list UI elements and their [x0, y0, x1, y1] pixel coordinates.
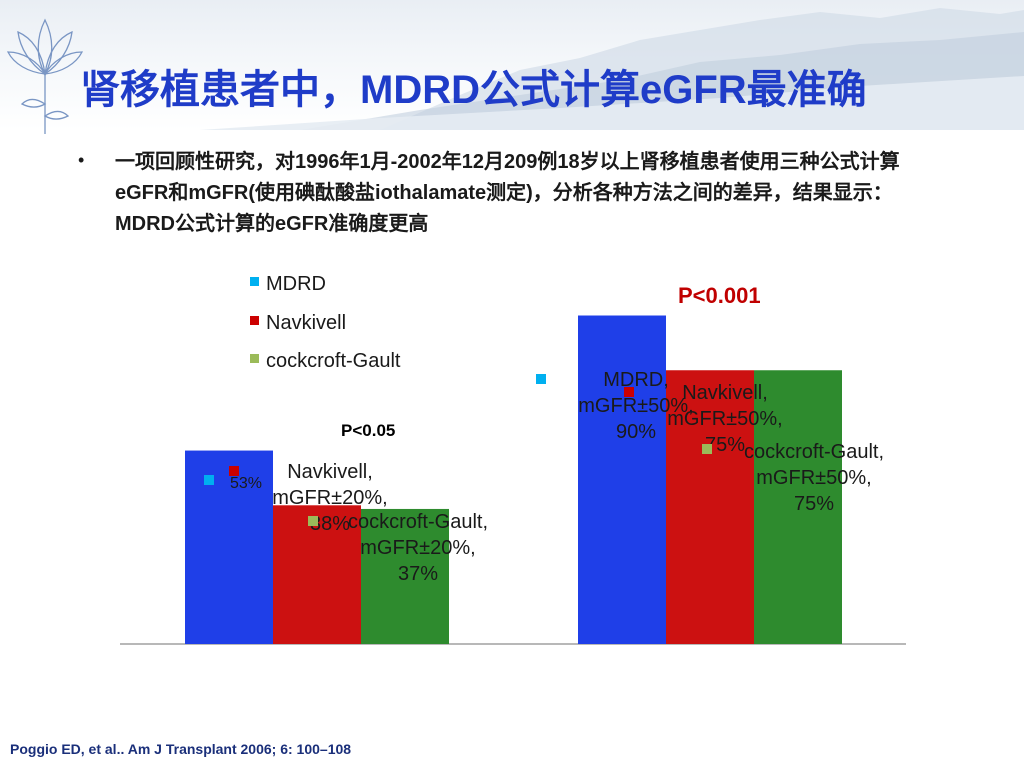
data-label-cockcroft-gault-group2-line1: cockcroft-Gault,	[744, 441, 884, 463]
data-label-cockcroft-gault-group2-line2: mGFR±50%,	[756, 467, 871, 489]
bar-cockcroft-gault-group1	[361, 508, 449, 644]
data-label-mdrd-group2-line2: mGFR±50%,	[578, 395, 693, 417]
data-label-navkivell-group2-line1: Navkivell,	[682, 382, 768, 404]
data-label-cockcroft-gault-group1-line3: 37%	[398, 563, 438, 585]
bullet-marker: •	[78, 150, 85, 170]
legend-label-cockcroft-gault: cockcroft-Gault	[266, 350, 401, 372]
lotus-logo-icon	[6, 18, 84, 134]
data-label-swatch-mdrd-group1	[204, 475, 214, 485]
data-label-mdrd-group2-line3: 90%	[616, 421, 656, 443]
legend-label-navkivell: Navkivell	[266, 312, 346, 334]
data-label-mdrd-group2-line1: MDRD,	[603, 369, 669, 391]
data-label-navkivell-group2-line2: mGFR±50%,	[667, 408, 782, 430]
bar-mdrd-group2	[578, 315, 666, 644]
slide-title: 肾移植患者中，MDRD公式计算eGFR最准确	[80, 68, 867, 112]
bullet-text: 一项回顾性研究，对1996年1月-2002年12月209例18岁以上肾移植患者使…	[115, 151, 900, 235]
data-label-cockcroft-gault-group2-line3: 75%	[794, 493, 834, 515]
data-label-swatch-cockcroft-gault-group1	[308, 516, 318, 526]
p-value-group2: P<0.001	[678, 283, 761, 308]
p-value-group1: P<0.05	[341, 421, 395, 440]
legend-swatch-navkivell	[250, 316, 259, 325]
data-label-cockcroft-gault-group1-line2: mGFR±20%,	[360, 537, 475, 559]
data-label-mdrd-group1-line1: 53%	[230, 475, 262, 492]
legend-swatch-mdrd	[250, 277, 259, 286]
data-label-swatch-navkivell-group2	[624, 387, 634, 397]
bar-navkivell-group1	[273, 505, 361, 644]
data-label-swatch-cockcroft-gault-group2	[702, 444, 712, 454]
data-label-swatch-mdrd-group2	[536, 374, 546, 384]
data-label-navkivell-group1-line3: 38%	[310, 513, 350, 535]
footnote-citation: Poggio ED, et al.. Am J Transplant 2006;…	[10, 741, 352, 757]
data-label-cockcroft-gault-group1-line1: cockcroft-Gault,	[348, 511, 488, 533]
bar-cockcroft-gault-group2	[754, 370, 842, 644]
bar-navkivell-group2	[666, 370, 754, 644]
legend-swatch-cockcroft-gault	[250, 354, 259, 363]
data-label-navkivell-group2-line3: 75%	[705, 434, 745, 456]
legend-label-mdrd: MDRD	[266, 273, 326, 295]
data-label-navkivell-group1-line2: mGFR±20%,	[272, 487, 387, 509]
bar-mdrd-group1	[185, 450, 273, 644]
mountain-background	[200, 8, 1024, 130]
data-label-navkivell-group1-line1: Navkivell,	[287, 461, 373, 483]
data-label-swatch-navkivell-group1	[229, 466, 239, 476]
